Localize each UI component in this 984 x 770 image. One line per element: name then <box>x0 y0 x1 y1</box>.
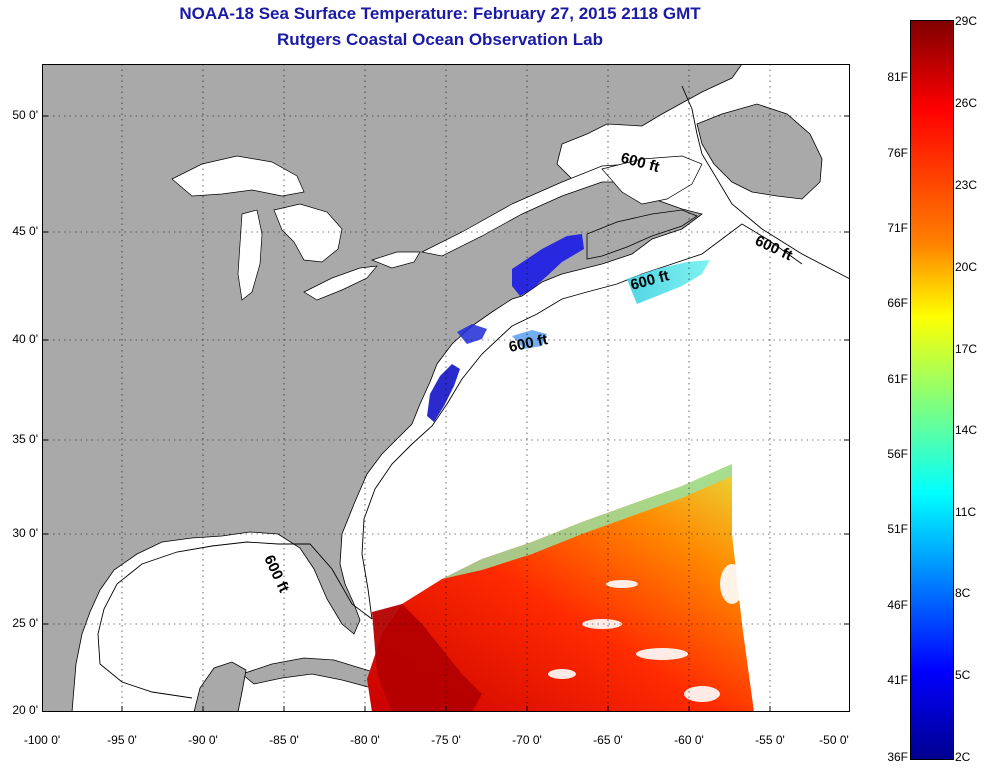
sst-cold-gulf-of-maine <box>512 234 584 296</box>
lon-label-70: -70 0' <box>512 733 542 747</box>
cb-c-5: 5C <box>955 668 971 682</box>
lake-ontario <box>370 251 421 269</box>
cb-f-41: 41F <box>887 673 908 687</box>
sst-cool-patch <box>512 330 547 349</box>
lat-label-45: 45 0' <box>12 224 38 238</box>
lat-label-50: 50 0' <box>12 108 38 122</box>
lat-label-40: 40 0' <box>12 332 38 346</box>
cb-c-26: 26C <box>955 96 978 110</box>
sst-map: 600 ft 600 ft 600 ft 600 ft 600 ft <box>42 64 850 712</box>
lon-label-50: -50 0' <box>819 733 849 747</box>
lon-label-85: -85 0' <box>269 733 299 747</box>
land-north-america <box>42 64 743 712</box>
lat-label-20: 20 0' <box>12 703 38 717</box>
lon-label-55: -55 0' <box>755 733 785 747</box>
land-yucatan <box>193 661 247 712</box>
lake-huron <box>273 203 343 263</box>
land-nova-scotia <box>586 209 698 260</box>
sst-hot-caribbean <box>372 604 482 712</box>
sst-cold-midatlantic <box>427 364 460 422</box>
cb-c-23: 23C <box>955 178 978 192</box>
isobath-labrador <box>681 85 850 280</box>
chart-subtitle: Rutgers Coastal Ocean Observation Lab <box>277 30 603 49</box>
sst-cold-new-york <box>457 324 487 344</box>
temperature-colorbar <box>910 20 954 760</box>
cb-f-66: 66F <box>887 296 908 310</box>
chart-title: NOAA-18 Sea Surface Temperature: Februar… <box>179 4 701 23</box>
land-newfoundland <box>696 103 823 200</box>
cb-c-8: 8C <box>955 586 971 600</box>
lat-label-35: 35 0' <box>12 432 38 446</box>
cb-f-46: 46F <box>887 598 908 612</box>
cloud-gaps <box>548 564 744 702</box>
cb-c-14: 14C <box>955 423 978 437</box>
lon-label-90: -90 0' <box>188 733 218 747</box>
cb-f-56: 56F <box>887 447 908 461</box>
lon-label-100: -100 0' <box>23 733 61 747</box>
lake-erie <box>303 265 378 301</box>
isobath-atlantic <box>361 223 803 620</box>
lon-label-80: -80 0' <box>350 733 380 747</box>
cb-f-61: 61F <box>887 372 908 386</box>
cb-f-71: 71F <box>887 221 908 235</box>
cb-c-29: 29C <box>955 14 978 28</box>
lon-label-65: -65 0' <box>593 733 623 747</box>
isobath-gulf <box>97 541 373 699</box>
cb-c-11: 11C <box>955 505 977 519</box>
lat-label-30: 30 0' <box>12 526 38 540</box>
cb-c-20: 20C <box>955 260 978 274</box>
cb-f-36: 36F <box>887 750 908 764</box>
lon-label-95: -95 0' <box>107 733 137 747</box>
axis-ticks <box>42 115 850 712</box>
sst-transition-band <box>442 464 732 579</box>
lon-label-60: -60 0' <box>674 733 704 747</box>
cb-c-2: 2C <box>955 750 971 764</box>
cb-c-17: 17C <box>955 342 978 356</box>
lat-label-25: 25 0' <box>12 616 38 630</box>
gulf-st-lawrence <box>601 155 703 205</box>
lon-label-75: -75 0' <box>431 733 461 747</box>
sst-scotian-cyan <box>627 260 710 304</box>
cb-f-76: 76F <box>887 146 908 160</box>
cb-f-51: 51F <box>887 522 908 536</box>
cb-f-81: 81F <box>887 70 908 84</box>
lake-michigan <box>237 209 263 301</box>
lake-superior <box>171 155 305 197</box>
lat-lon-grid <box>42 64 850 712</box>
